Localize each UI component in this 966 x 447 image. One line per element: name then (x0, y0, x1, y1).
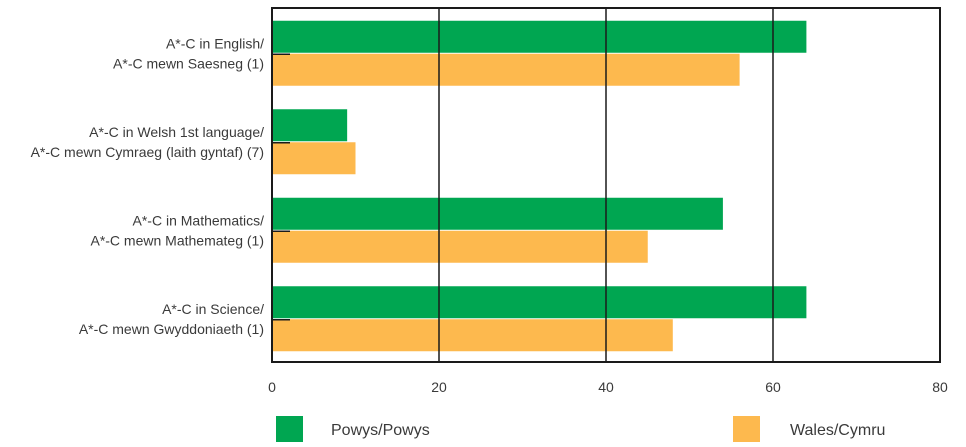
bars-layer (273, 20, 807, 352)
bar-powys-1 (273, 109, 348, 142)
category-label-line: A*-C mewn Cymraeg (laith gyntaf) (7) (31, 144, 264, 160)
category-label-line: A*-C in Mathematics/ (133, 212, 265, 228)
bar-powys-0 (273, 20, 807, 53)
x-tick-label-80: 80 (932, 379, 948, 395)
category-label-line: A*-C in English/ (166, 35, 264, 51)
x-tick-label-0: 0 (268, 379, 276, 395)
legend-label-powys: Powys/Powys (331, 422, 430, 439)
category-label-3: A*-C in Science/A*-C mewn Gwyddoniaeth (… (79, 301, 264, 337)
legend-swatch-powys (276, 416, 303, 442)
bar-wales-3 (273, 319, 673, 352)
bar-wales-0 (273, 53, 740, 86)
legend-swatch-wales (733, 416, 760, 442)
category-label-line: A*-C mewn Mathemateg (1) (90, 232, 264, 248)
x-tick-label-40: 40 (598, 379, 614, 395)
bar-wales-2 (273, 230, 648, 263)
category-label-line: A*-C in Science/ (162, 301, 264, 317)
x-axis-ticks: 0 20 40 60 80 (268, 379, 948, 395)
x-tick-label-20: 20 (431, 379, 447, 395)
category-label-line: A*-C mewn Gwyddoniaeth (1) (79, 321, 264, 337)
bar-powys-3 (273, 286, 807, 319)
grid-layer (438, 8, 774, 362)
bar-wales-1 (273, 142, 356, 175)
category-labels: A*-C in English/A*-C mewn Saesneg (1)A*-… (31, 35, 265, 337)
category-label-1: A*-C in Welsh 1st language/A*-C mewn Cym… (31, 124, 265, 160)
x-tick-label-60: 60 (765, 379, 781, 395)
legend-label-wales: Wales/Cymru (790, 422, 885, 439)
category-label-0: A*-C in English/A*-C mewn Saesneg (1) (113, 35, 264, 71)
plot-frame (271, 7, 941, 363)
legend: Powys/Powys Wales/Cymru (276, 416, 885, 442)
category-label-2: A*-C in Mathematics/A*-C mewn Mathemateg… (90, 212, 264, 248)
plot-frame-layer (271, 7, 941, 363)
bar-powys-2 (273, 197, 723, 230)
category-label-line: A*-C in Welsh 1st language/ (89, 124, 264, 140)
category-label-line: A*-C mewn Saesneg (1) (113, 55, 264, 71)
